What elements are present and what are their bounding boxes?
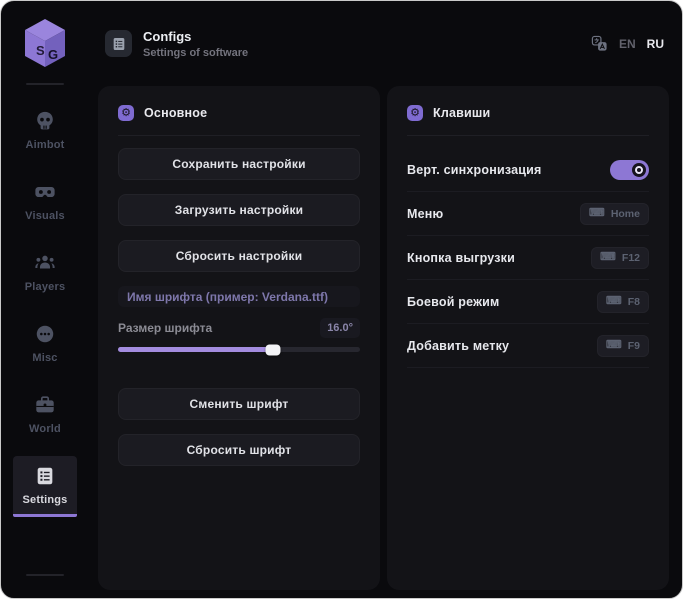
goggles-icon xyxy=(35,186,55,198)
sidebar-item-label: Visuals xyxy=(25,210,65,222)
sidebar-item-settings[interactable]: Settings xyxy=(13,456,77,517)
cube-logo-icon: S G xyxy=(25,19,65,67)
sidebar-item-label: Misc xyxy=(32,352,58,364)
panel-main-title: Основное xyxy=(144,106,208,120)
unload-keybind-button[interactable]: ⌨ F12 xyxy=(591,246,649,269)
load-settings-button[interactable]: Загрузить настройки xyxy=(118,194,360,226)
reset-settings-button[interactable]: Сбросить настройки xyxy=(118,240,360,272)
slider-thumb[interactable] xyxy=(265,344,281,355)
language-switcher: EN RU xyxy=(591,35,664,52)
sidebar-divider-bottom xyxy=(26,574,64,576)
lang-en-button[interactable]: EN xyxy=(618,36,636,51)
change-font-button[interactable]: Сменить шрифт xyxy=(118,388,360,420)
sidebar: S G Aimbot xyxy=(1,1,89,598)
panel-main-settings: ⚙ Основное Сохранить настройки Загрузить… xyxy=(98,86,380,590)
gear-icon: ⚙ xyxy=(118,105,134,121)
font-size-slider[interactable] xyxy=(118,344,360,355)
sidebar-item-label: World xyxy=(29,423,61,435)
slider-fill xyxy=(118,347,273,352)
menu-keybind-button[interactable]: ⌨ Home xyxy=(579,202,649,225)
briefcase-icon xyxy=(36,396,54,413)
row-combat-key: Боевой режим ⌨ F8 xyxy=(407,280,649,324)
lang-ru-button[interactable]: RU xyxy=(646,36,664,51)
keyboard-icon: ⌨ xyxy=(588,207,605,219)
sidebar-item-players[interactable]: Players xyxy=(13,243,77,303)
sidebar-nav: Aimbot Visuals Play xyxy=(1,101,89,528)
translate-icon xyxy=(591,35,608,52)
keyboard-icon: ⌨ xyxy=(605,295,622,307)
font-name-input[interactable] xyxy=(118,286,360,307)
font-size-label: Размер шрифта xyxy=(118,321,213,335)
panel-keys: ⚙ Клавиши Верт. синхронизация Меню ⌨ Hom… xyxy=(387,86,669,590)
main-area: Configs Settings of software EN RU xyxy=(89,1,682,598)
sidebar-item-label: Settings xyxy=(22,494,68,506)
app-logo: S G xyxy=(20,15,70,75)
keyboard-icon: ⌨ xyxy=(600,251,616,263)
configs-list-icon xyxy=(105,30,132,57)
font-size-value: 16.0° xyxy=(320,318,360,338)
row-menu-key: Меню ⌨ Home xyxy=(407,192,649,236)
page-header: Configs Settings of software EN RU xyxy=(89,1,682,86)
sidebar-item-world[interactable]: World xyxy=(13,385,77,445)
row-unload-key: Кнопка выгрузки ⌨ F12 xyxy=(407,236,649,280)
row-vsync: Верт. синхронизация xyxy=(407,148,649,192)
sidebar-item-visuals[interactable]: Visuals xyxy=(13,172,77,232)
toggle-knob xyxy=(632,162,646,177)
list-icon xyxy=(37,467,53,485)
page-title: Configs xyxy=(143,28,192,44)
sidebar-item-aimbot[interactable]: Aimbot xyxy=(13,101,77,161)
panel-divider xyxy=(407,135,649,136)
sidebar-item-label: Players xyxy=(24,281,66,293)
vsync-toggle[interactable] xyxy=(610,159,649,180)
save-settings-button[interactable]: Сохранить настройки xyxy=(118,148,360,180)
keyboard-icon: ⌨ xyxy=(605,339,622,351)
panel-keys-title: Клавиши xyxy=(433,106,491,120)
svg-text:G: G xyxy=(48,47,58,62)
svg-text:S: S xyxy=(36,43,45,58)
players-icon xyxy=(35,255,55,269)
misc-dots-icon xyxy=(36,325,54,343)
sidebar-item-misc[interactable]: Misc xyxy=(13,314,77,374)
combat-keybind-button[interactable]: ⌨ F8 xyxy=(596,290,649,313)
row-mark-key: Добавить метку ⌨ F9 xyxy=(407,324,649,368)
sidebar-divider-top xyxy=(26,83,64,85)
gear-icon: ⚙ xyxy=(407,105,423,121)
skull-icon xyxy=(37,111,53,130)
sidebar-item-label: Aimbot xyxy=(25,139,65,151)
mark-keybind-button[interactable]: ⌨ F9 xyxy=(596,334,649,357)
page-subtitle: Settings of software xyxy=(143,46,249,59)
panel-divider xyxy=(118,135,360,136)
reset-font-button[interactable]: Сбросить шрифт xyxy=(118,434,360,466)
